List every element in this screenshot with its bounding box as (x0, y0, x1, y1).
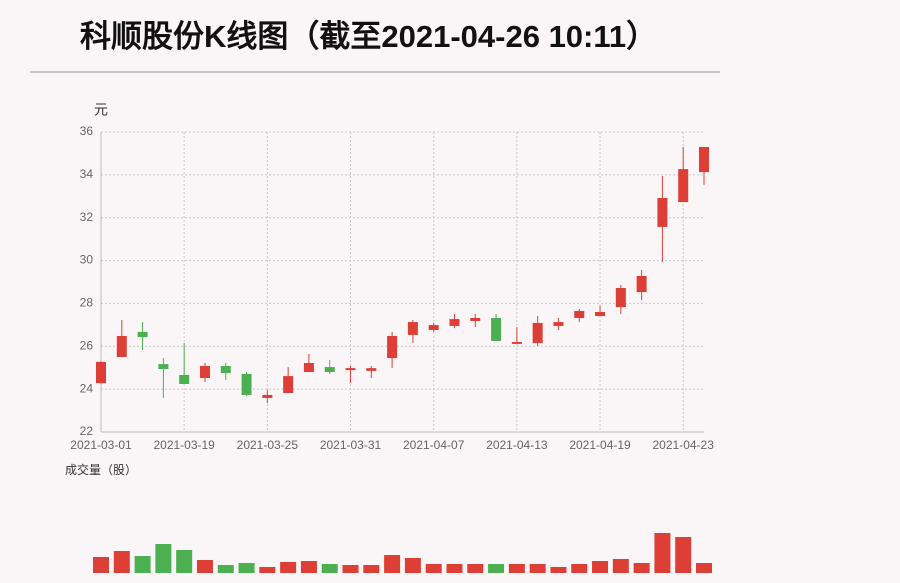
volume-bar (363, 565, 380, 573)
volume-bar (155, 544, 172, 573)
x-tick-label: 2021-03-19 (153, 438, 215, 452)
volume-bar (467, 564, 484, 573)
volume-bar (134, 556, 151, 573)
volume-bar (446, 564, 463, 573)
y-axis-label: 元 (94, 102, 108, 118)
volume-bar (321, 564, 338, 573)
candle-body (678, 169, 689, 203)
volume-bar (675, 537, 692, 573)
volume-bar (654, 533, 671, 573)
candle-body (428, 325, 439, 330)
volume-bar (93, 557, 109, 573)
candle-body (407, 322, 418, 335)
volume-bar (633, 563, 650, 573)
volume-bar (342, 565, 359, 573)
candle-body (470, 318, 481, 321)
y-tick-label: 34 (80, 167, 94, 181)
volume-bar (404, 558, 421, 573)
volume-bar (508, 564, 525, 573)
x-tick-label: 2021-04-23 (653, 438, 715, 452)
volume-bar (529, 564, 546, 573)
volume-bar (176, 550, 193, 573)
candle-body (137, 331, 148, 338)
candle-body (241, 373, 252, 395)
volume-bar (571, 564, 588, 573)
volume-bar (196, 560, 213, 573)
candle-body (532, 322, 543, 344)
candle-body (636, 276, 647, 293)
candle-body (699, 147, 709, 173)
candle-body (116, 336, 127, 357)
volume-bar (488, 564, 505, 573)
x-tick-label: 2021-03-31 (320, 438, 382, 452)
candle-body (366, 368, 377, 371)
volume-bar (696, 563, 712, 573)
candle-body (657, 198, 668, 227)
volume-bar (612, 559, 629, 573)
x-tick-label: 2021-04-07 (403, 438, 465, 452)
candle-body (283, 376, 294, 393)
y-tick-label: 28 (80, 296, 94, 310)
y-tick-label: 36 (80, 124, 94, 138)
candle-body (345, 368, 356, 371)
x-tick-label: 2021-04-13 (486, 438, 548, 452)
y-tick-label: 30 (80, 253, 94, 267)
x-tick-label: 2021-04-19 (569, 438, 631, 452)
volume-label: 成交量（股） (65, 462, 137, 477)
candle-body (324, 367, 335, 372)
x-tick-label: 2021-03-01 (70, 438, 132, 452)
volume-bar (217, 565, 234, 573)
candle-body (158, 364, 169, 369)
volume-bar (384, 555, 401, 573)
candle-body (491, 318, 502, 341)
y-tick-label: 32 (80, 210, 94, 224)
volume-bar (300, 561, 317, 573)
y-tick-label: 26 (80, 338, 94, 352)
volume-bar (259, 567, 276, 573)
candle-body (511, 342, 522, 344)
volume-bar (425, 564, 442, 573)
x-tick-label: 2021-03-25 (237, 438, 299, 452)
candle-body (303, 363, 314, 372)
volume-bar (280, 562, 297, 573)
candle-body (262, 394, 273, 398)
y-tick-label: 24 (80, 381, 94, 395)
candle-body (220, 366, 231, 374)
candle-body (449, 319, 460, 326)
volume-bar (113, 551, 130, 573)
volume-bar (592, 561, 609, 573)
candle-body (574, 310, 585, 318)
candle-body (553, 322, 564, 326)
candle-body (179, 375, 190, 384)
candle-body (387, 336, 398, 359)
volume-bar (550, 567, 567, 573)
volume-bar (238, 563, 255, 573)
candle-body (199, 366, 210, 378)
chart-title: 科顺股份K线图（截至2021-04-26 10:11） (80, 19, 657, 54)
y-tick-label: 22 (80, 424, 94, 438)
candle-body (615, 288, 626, 308)
candle-body (595, 312, 606, 317)
candle-body (96, 361, 106, 384)
